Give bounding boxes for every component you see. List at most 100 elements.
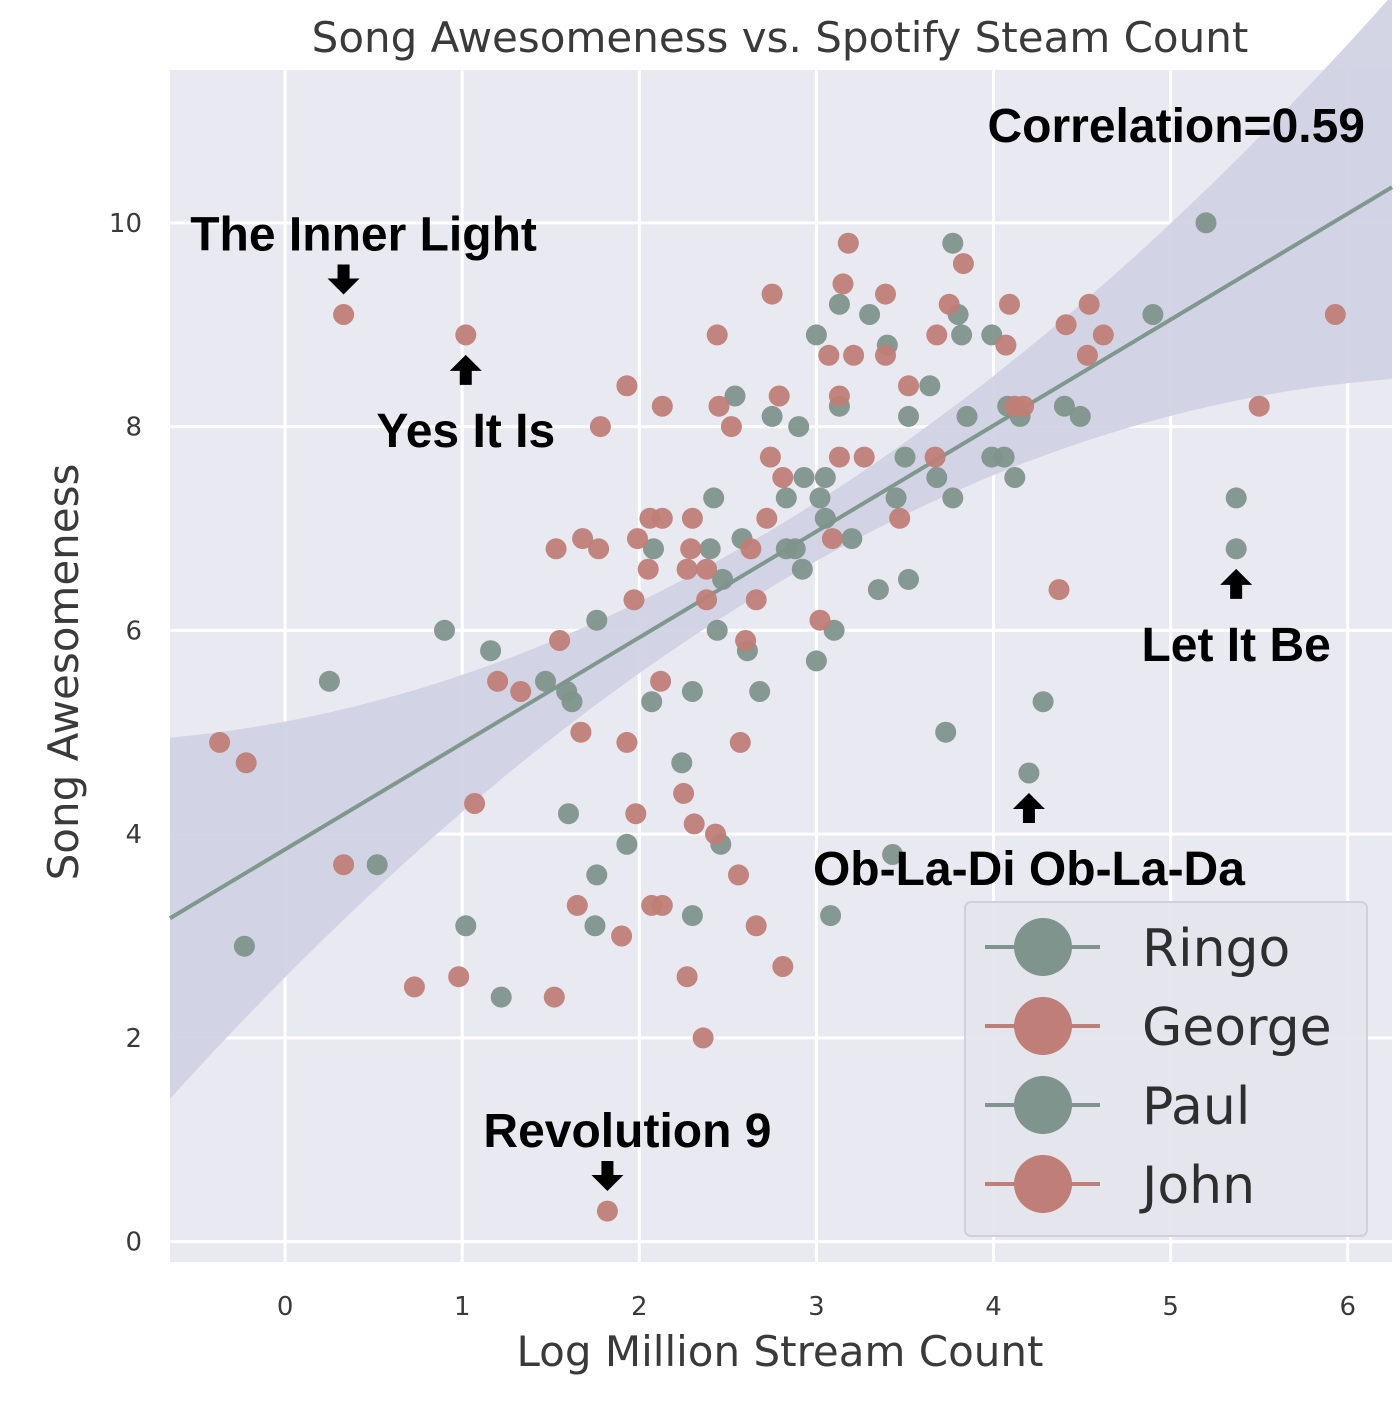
annotation-arrow: [1012, 792, 1045, 823]
point-paul: [788, 416, 810, 438]
point-john: [455, 324, 477, 346]
point-john: [680, 538, 702, 560]
annotations-layer: The Inner Light Yes It Is Let It Be Ob-La-D…: [190, 209, 1331, 1192]
y-tick-label: 10: [109, 209, 142, 239]
y-axis-label: Song Awesomeness: [39, 464, 88, 881]
points-layer: [209, 212, 1346, 1222]
point-john: [889, 507, 911, 529]
point-george: [448, 966, 470, 988]
x-tick-label: 4: [985, 1292, 1002, 1322]
point-paul: [1069, 405, 1091, 427]
point-george: [745, 915, 767, 937]
correlation-label: Correlation=0.59: [988, 100, 1365, 153]
point-john: [821, 528, 843, 550]
point-paul: [805, 650, 827, 672]
point-paul: [703, 487, 725, 509]
point-paul: [724, 385, 746, 407]
point-paul: [712, 568, 734, 590]
point-john: [729, 731, 751, 753]
point-paul: [616, 833, 638, 855]
point-paul: [561, 691, 583, 713]
point-john: [828, 385, 850, 407]
y-tick-label: 8: [125, 413, 142, 443]
point-john: [627, 528, 648, 550]
point-paul: [828, 293, 850, 315]
point-paul: [805, 324, 827, 346]
y-tick-label: 6: [125, 616, 142, 646]
point-ringo: [882, 844, 904, 865]
point-ringo: [584, 915, 606, 937]
point-paul: [535, 670, 556, 692]
point-john: [572, 528, 594, 550]
point-john: [681, 507, 703, 529]
point-george: [333, 854, 355, 876]
point-paul: [841, 528, 863, 550]
point-john: [549, 630, 571, 651]
legend-box: [964, 901, 1368, 1237]
point-george: [611, 925, 633, 947]
annotation-label: The Inner Light: [190, 209, 537, 262]
point-george: [772, 956, 794, 977]
point-john: [651, 507, 673, 529]
point-paul: [791, 558, 813, 580]
point-george: [235, 752, 257, 774]
y-tick-label: 0: [125, 1228, 142, 1258]
point-john: [843, 344, 865, 366]
annotation-arrow: [327, 264, 360, 295]
point-paul: [480, 640, 502, 662]
point-paul: [558, 803, 579, 825]
point-ringo: [366, 854, 388, 876]
legend-label-john: John: [1139, 1156, 1255, 1216]
point-john: [510, 681, 532, 702]
point-george: [596, 1200, 618, 1222]
point-john: [545, 538, 567, 560]
point-john: [650, 670, 672, 692]
point-paul: [434, 619, 455, 641]
annotation-label: Let It Be: [1141, 619, 1330, 672]
x-tick-label: 3: [808, 1292, 825, 1322]
point-john: [673, 782, 695, 804]
legend-marker-george: [1014, 997, 1072, 1055]
point-john: [772, 467, 794, 488]
point-john: [832, 273, 854, 295]
point-george: [403, 976, 425, 998]
point-john: [708, 395, 730, 417]
point-paul: [699, 538, 721, 560]
x-tick-labels: 0 1 2 3 4 5 6: [277, 1292, 1356, 1322]
point-paul: [643, 538, 664, 560]
point-paul: [1195, 212, 1217, 234]
point-george: [566, 894, 588, 916]
point-john: [735, 630, 757, 651]
point-john: [696, 558, 718, 580]
point-john: [818, 344, 840, 366]
point-john: [1078, 293, 1100, 315]
point-john: [745, 589, 767, 611]
point-paul: [898, 405, 919, 427]
point-ringo: [455, 915, 477, 937]
point-john: [995, 334, 1017, 356]
point-ringo: [318, 670, 340, 692]
legend-label-ringo: Ringo: [1142, 919, 1290, 979]
point-john: [761, 283, 783, 305]
y-tick-labels: 0 2 4 6 8 10: [109, 209, 142, 1258]
point-paul: [993, 446, 1015, 468]
point-john: [875, 283, 896, 305]
x-tick-label: 2: [631, 1292, 648, 1322]
point-ringo: [1018, 762, 1040, 784]
x-tick-label: 5: [1162, 1292, 1179, 1322]
point-john: [837, 232, 859, 254]
point-john: [828, 446, 850, 468]
point-paul: [1004, 467, 1026, 488]
point-john: [1092, 324, 1114, 346]
x-axis-label: Log Million Stream Count: [517, 1327, 1044, 1376]
point-john: [333, 304, 355, 325]
point-john: [809, 609, 831, 631]
annotation-arrow: [591, 1161, 624, 1192]
point-john: [898, 375, 919, 397]
point-john: [588, 538, 610, 560]
point-john: [720, 416, 742, 438]
point-paul: [641, 691, 663, 713]
point-john: [924, 446, 946, 468]
point-george: [676, 966, 698, 988]
point-george: [464, 793, 486, 814]
